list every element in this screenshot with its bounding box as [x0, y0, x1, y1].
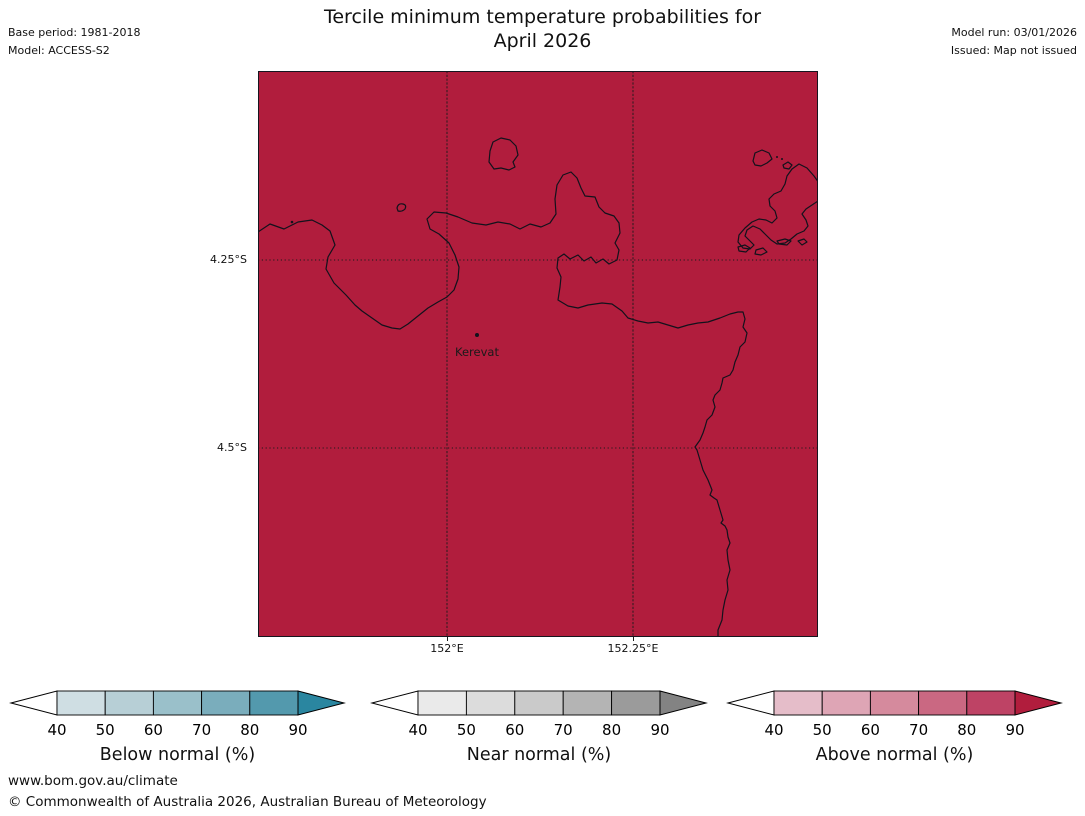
legend-2-segment-3 — [918, 690, 968, 716]
page-title: Tercile minimum temperature probabilitie… — [0, 5, 1085, 53]
coastline-islet-e — [754, 247, 768, 256]
legend-0-tick-60: 60 — [144, 721, 163, 739]
legend-1-tick-90: 90 — [650, 721, 669, 739]
legend-1-segment-2 — [514, 690, 564, 716]
legend-1-tick-50: 50 — [457, 721, 476, 739]
coastline-duke-of-york-b — [782, 161, 793, 170]
station-dot — [475, 333, 479, 337]
legend-1-right-tip — [659, 690, 708, 716]
islet-dot-west — [290, 220, 294, 224]
coastline-watom-island — [488, 137, 519, 171]
legend-0-segment-2 — [152, 690, 203, 716]
legend-1-tick-40: 40 — [408, 721, 427, 739]
legend-1-title: Near normal (%) — [467, 745, 612, 765]
legend-1-tick-60: 60 — [505, 721, 524, 739]
coastline-duke-of-york-main — [737, 163, 817, 250]
issued-text: Issued: Map not issued — [950, 44, 1077, 57]
legend-2-tick-90: 90 — [1005, 721, 1024, 739]
legend-1-tick-80: 80 — [602, 721, 621, 739]
coastline-new-britain — [259, 171, 748, 636]
lat-label-45s: 4.5°S — [217, 441, 247, 454]
lon-tick-mark-1 — [447, 637, 448, 641]
lon-label-152e: 152°E — [430, 642, 464, 655]
legend-0-segment-3 — [201, 690, 251, 716]
lon-label-15225e: 152.25°E — [607, 642, 659, 655]
lon-tick-mark-2 — [633, 637, 634, 641]
legend-2-tick-50: 50 — [813, 721, 832, 739]
islet-dot-1 — [776, 156, 778, 158]
legend-1-segment-4 — [611, 690, 661, 716]
legend-0-right-tip — [297, 690, 346, 716]
coastline-duke-of-york-a — [752, 149, 773, 167]
model-text: Model: ACCESS-S2 — [8, 44, 110, 57]
legend-0-segment-1 — [104, 690, 154, 716]
legend-bars: 40 50 60 70 80 90 Below normal (%) 40 50 60 70 80 90… — [0, 680, 1085, 772]
run-info-left: Base period: 1981-2018 Model: ACCESS-S2 — [8, 24, 140, 60]
map-gridlines — [259, 72, 817, 636]
islet-dot-2 — [781, 158, 783, 160]
coastline-islet-g — [797, 238, 808, 246]
legend-0-tick-40: 40 — [47, 721, 66, 739]
footer-url: www.bom.gov.au/climate — [8, 773, 178, 789]
lat-label-425s: 4.25°S — [210, 253, 247, 266]
coastline-west-islet — [396, 203, 407, 212]
legend-2-right-tip — [1014, 690, 1063, 716]
coastline-islet-f — [776, 238, 792, 246]
page-title-line1: Tercile minimum temperature probabilitie… — [323, 6, 762, 28]
legend-2-tick-70: 70 — [909, 721, 928, 739]
coastline-islet-d — [737, 244, 751, 253]
legend-0-tick-50: 50 — [96, 721, 115, 739]
coastlines — [259, 137, 817, 636]
footer-copyright: © Commonwealth of Australia 2026, Austra… — [8, 794, 487, 810]
legend-1-left-tip — [370, 690, 419, 716]
legend-1-segment-0 — [417, 690, 467, 716]
legend-canvas: 40 50 60 70 80 90 Below normal (%) 40 50 60 70 80 90… — [9, 690, 1063, 765]
legend-1-tick-70: 70 — [554, 721, 573, 739]
legend-2-tick-40: 40 — [764, 721, 783, 739]
legend-0-title: Below normal (%) — [100, 745, 255, 765]
legend-2-segment-2 — [869, 690, 920, 716]
legend-2-left-tip — [726, 690, 775, 716]
base-period-text: Base period: 1981-2018 — [8, 26, 141, 39]
station-marker-group: Kerevat — [455, 333, 499, 359]
legend-0-tick-80: 80 — [240, 721, 259, 739]
run-info-right: Model run: 03/01/2026 Issued: Map not is… — [951, 24, 1077, 60]
legend-0-segment-4 — [249, 690, 299, 716]
legend-1-segment-3 — [562, 690, 613, 716]
legend-0-left-tip — [9, 690, 58, 716]
legend-2-tick-60: 60 — [861, 721, 880, 739]
legend-0-tick-90: 90 — [288, 721, 307, 739]
legend-0-segment-0 — [56, 690, 106, 716]
legend-2-title: Above normal (%) — [816, 745, 974, 765]
legend-2-segment-0 — [773, 690, 823, 716]
legend-2-segment-4 — [966, 690, 1016, 716]
legend-2-segment-1 — [821, 690, 871, 716]
model-run-text: Model run: 03/01/2026 — [951, 26, 1077, 39]
legend-1-segment-1 — [465, 690, 516, 716]
map-canvas: Kerevat — [259, 72, 817, 636]
station-label: Kerevat — [455, 345, 499, 359]
legend-0-tick-70: 70 — [192, 721, 211, 739]
probability-map: Kerevat — [258, 71, 818, 637]
page-title-line2: April 2026 — [493, 30, 592, 52]
legend-2-tick-80: 80 — [957, 721, 976, 739]
